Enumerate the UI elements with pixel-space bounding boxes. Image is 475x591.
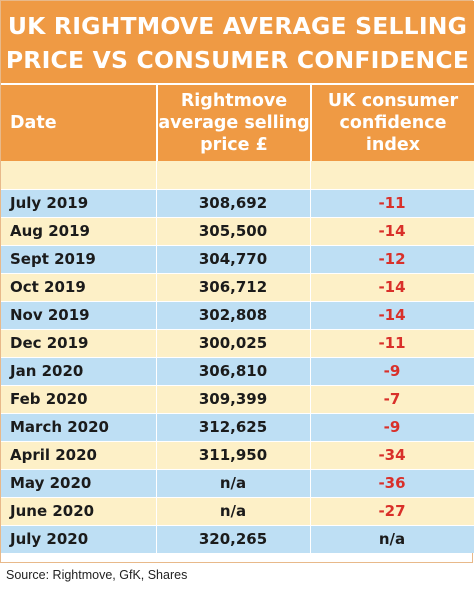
cell-price: 320,265 (198, 530, 268, 548)
header-price-line-2: average selling (158, 113, 310, 133)
column-divider (156, 190, 157, 217)
table-row: July 2020 320,265 n/a (1, 525, 474, 553)
column-divider (156, 302, 157, 329)
column-divider (310, 358, 311, 385)
cell-price: n/a (219, 502, 247, 520)
column-divider (310, 442, 311, 469)
header-price-line-1: Rightmove (180, 91, 288, 111)
column-divider (156, 330, 157, 357)
cell-confidence: -12 (378, 250, 406, 268)
table-row: April 2020 311,950 -34 (1, 441, 474, 469)
column-divider (310, 526, 311, 553)
cell-date: July 2019 (10, 194, 89, 212)
table-row: March 2020 312,625 -9 (1, 413, 474, 441)
cell-date: Feb 2020 (10, 390, 88, 408)
cell-date: May 2020 (10, 474, 92, 492)
table-row: May 2020 n/a -36 (1, 469, 474, 497)
column-divider (310, 302, 311, 329)
cell-price: 306,810 (198, 362, 268, 380)
cell-date: Nov 2019 (10, 306, 90, 324)
column-divider (156, 498, 157, 525)
table-row: Oct 2019 306,712 -14 (1, 273, 474, 301)
cell-confidence: -27 (378, 502, 406, 520)
cell-price: 309,399 (198, 390, 268, 408)
cell-confidence: -9 (383, 418, 401, 436)
column-divider (156, 526, 157, 553)
column-divider (156, 442, 157, 469)
header-confidence-line-1: UK consumer (327, 91, 459, 111)
cell-confidence: -36 (378, 474, 406, 492)
cell-price: 312,625 (198, 418, 268, 436)
column-divider (310, 246, 311, 273)
cell-confidence: -11 (378, 194, 406, 212)
table-row: July 2019 308,692 -11 (1, 189, 474, 217)
cell-date: March 2020 (10, 418, 109, 436)
column-divider (310, 414, 311, 441)
cell-confidence: -9 (383, 362, 401, 380)
title-line-2: PRICE VS CONSUMER CONFIDENCE (5, 46, 470, 74)
cell-price: 305,500 (198, 222, 268, 240)
cell-confidence: -14 (378, 306, 406, 324)
cell-date: Oct 2019 (10, 278, 86, 296)
header-price: Rightmove average selling price £ (156, 85, 310, 161)
table-frame: UK RIGHTMOVE AVERAGE SELLING PRICE VS CO… (0, 0, 474, 563)
table-row: Feb 2020 309,399 -7 (1, 385, 474, 413)
column-divider (156, 218, 157, 245)
cell-date: Aug 2019 (10, 222, 90, 240)
column-divider (156, 161, 157, 189)
cell-price: 311,950 (198, 446, 268, 464)
source-note: Source: Rightmove, GfK, Shares (6, 568, 188, 582)
cell-date: Jan 2020 (10, 362, 84, 380)
table-title: UK RIGHTMOVE AVERAGE SELLING PRICE VS CO… (1, 1, 474, 83)
column-divider (310, 498, 311, 525)
cell-date: July 2020 (10, 530, 89, 548)
cell-price: 308,692 (198, 194, 268, 212)
table-row: Sept 2019 304,770 -12 (1, 245, 474, 273)
column-divider (156, 246, 157, 273)
column-divider (156, 274, 157, 301)
table-row: Aug 2019 305,500 -14 (1, 217, 474, 245)
column-divider (310, 470, 311, 497)
column-divider (156, 358, 157, 385)
title-line-1: UK RIGHTMOVE AVERAGE SELLING (7, 12, 468, 40)
cell-price: 300,025 (198, 334, 268, 352)
header-date: Date (1, 85, 156, 161)
cell-confidence: -14 (378, 222, 406, 240)
header-confidence-line-2: confidence (339, 113, 447, 133)
table-row: June 2020 n/a -27 (1, 497, 474, 525)
table-row: Dec 2019 300,025 -11 (1, 329, 474, 357)
table-row: Jan 2020 306,810 -9 (1, 357, 474, 385)
column-divider (310, 218, 311, 245)
column-divider (156, 470, 157, 497)
cell-confidence: -11 (378, 334, 406, 352)
column-divider (310, 274, 311, 301)
header-date-label: Date (10, 113, 57, 133)
cell-confidence: -34 (378, 446, 406, 464)
table-row: Nov 2019 302,808 -14 (1, 301, 474, 329)
header-price-line-3: price £ (200, 135, 268, 155)
column-divider (156, 414, 157, 441)
cell-price: 306,712 (198, 278, 268, 296)
cell-price: 304,770 (198, 250, 268, 268)
cell-confidence: -7 (383, 390, 401, 408)
column-divider (310, 161, 311, 189)
cell-price: 302,808 (198, 306, 268, 324)
column-divider (310, 190, 311, 217)
spacer-row (1, 161, 474, 189)
cell-price: n/a (219, 474, 247, 492)
cell-date: Sept 2019 (10, 250, 96, 268)
cell-date: June 2020 (10, 502, 95, 520)
cell-confidence: -14 (378, 278, 406, 296)
header-row: Date Rightmove average selling price £ U… (1, 83, 474, 161)
cell-date: Dec 2019 (10, 334, 89, 352)
column-divider (156, 386, 157, 413)
table-body: July 2019 308,692 -11 Aug 2019 305,500 -14 Sep… (1, 189, 474, 553)
header-confidence: UK consumer confidence index (310, 85, 474, 161)
cell-date: April 2020 (10, 446, 97, 464)
column-divider (310, 330, 311, 357)
cell-confidence: n/a (378, 530, 406, 548)
column-divider (310, 386, 311, 413)
header-confidence-line-3: index (365, 135, 421, 155)
